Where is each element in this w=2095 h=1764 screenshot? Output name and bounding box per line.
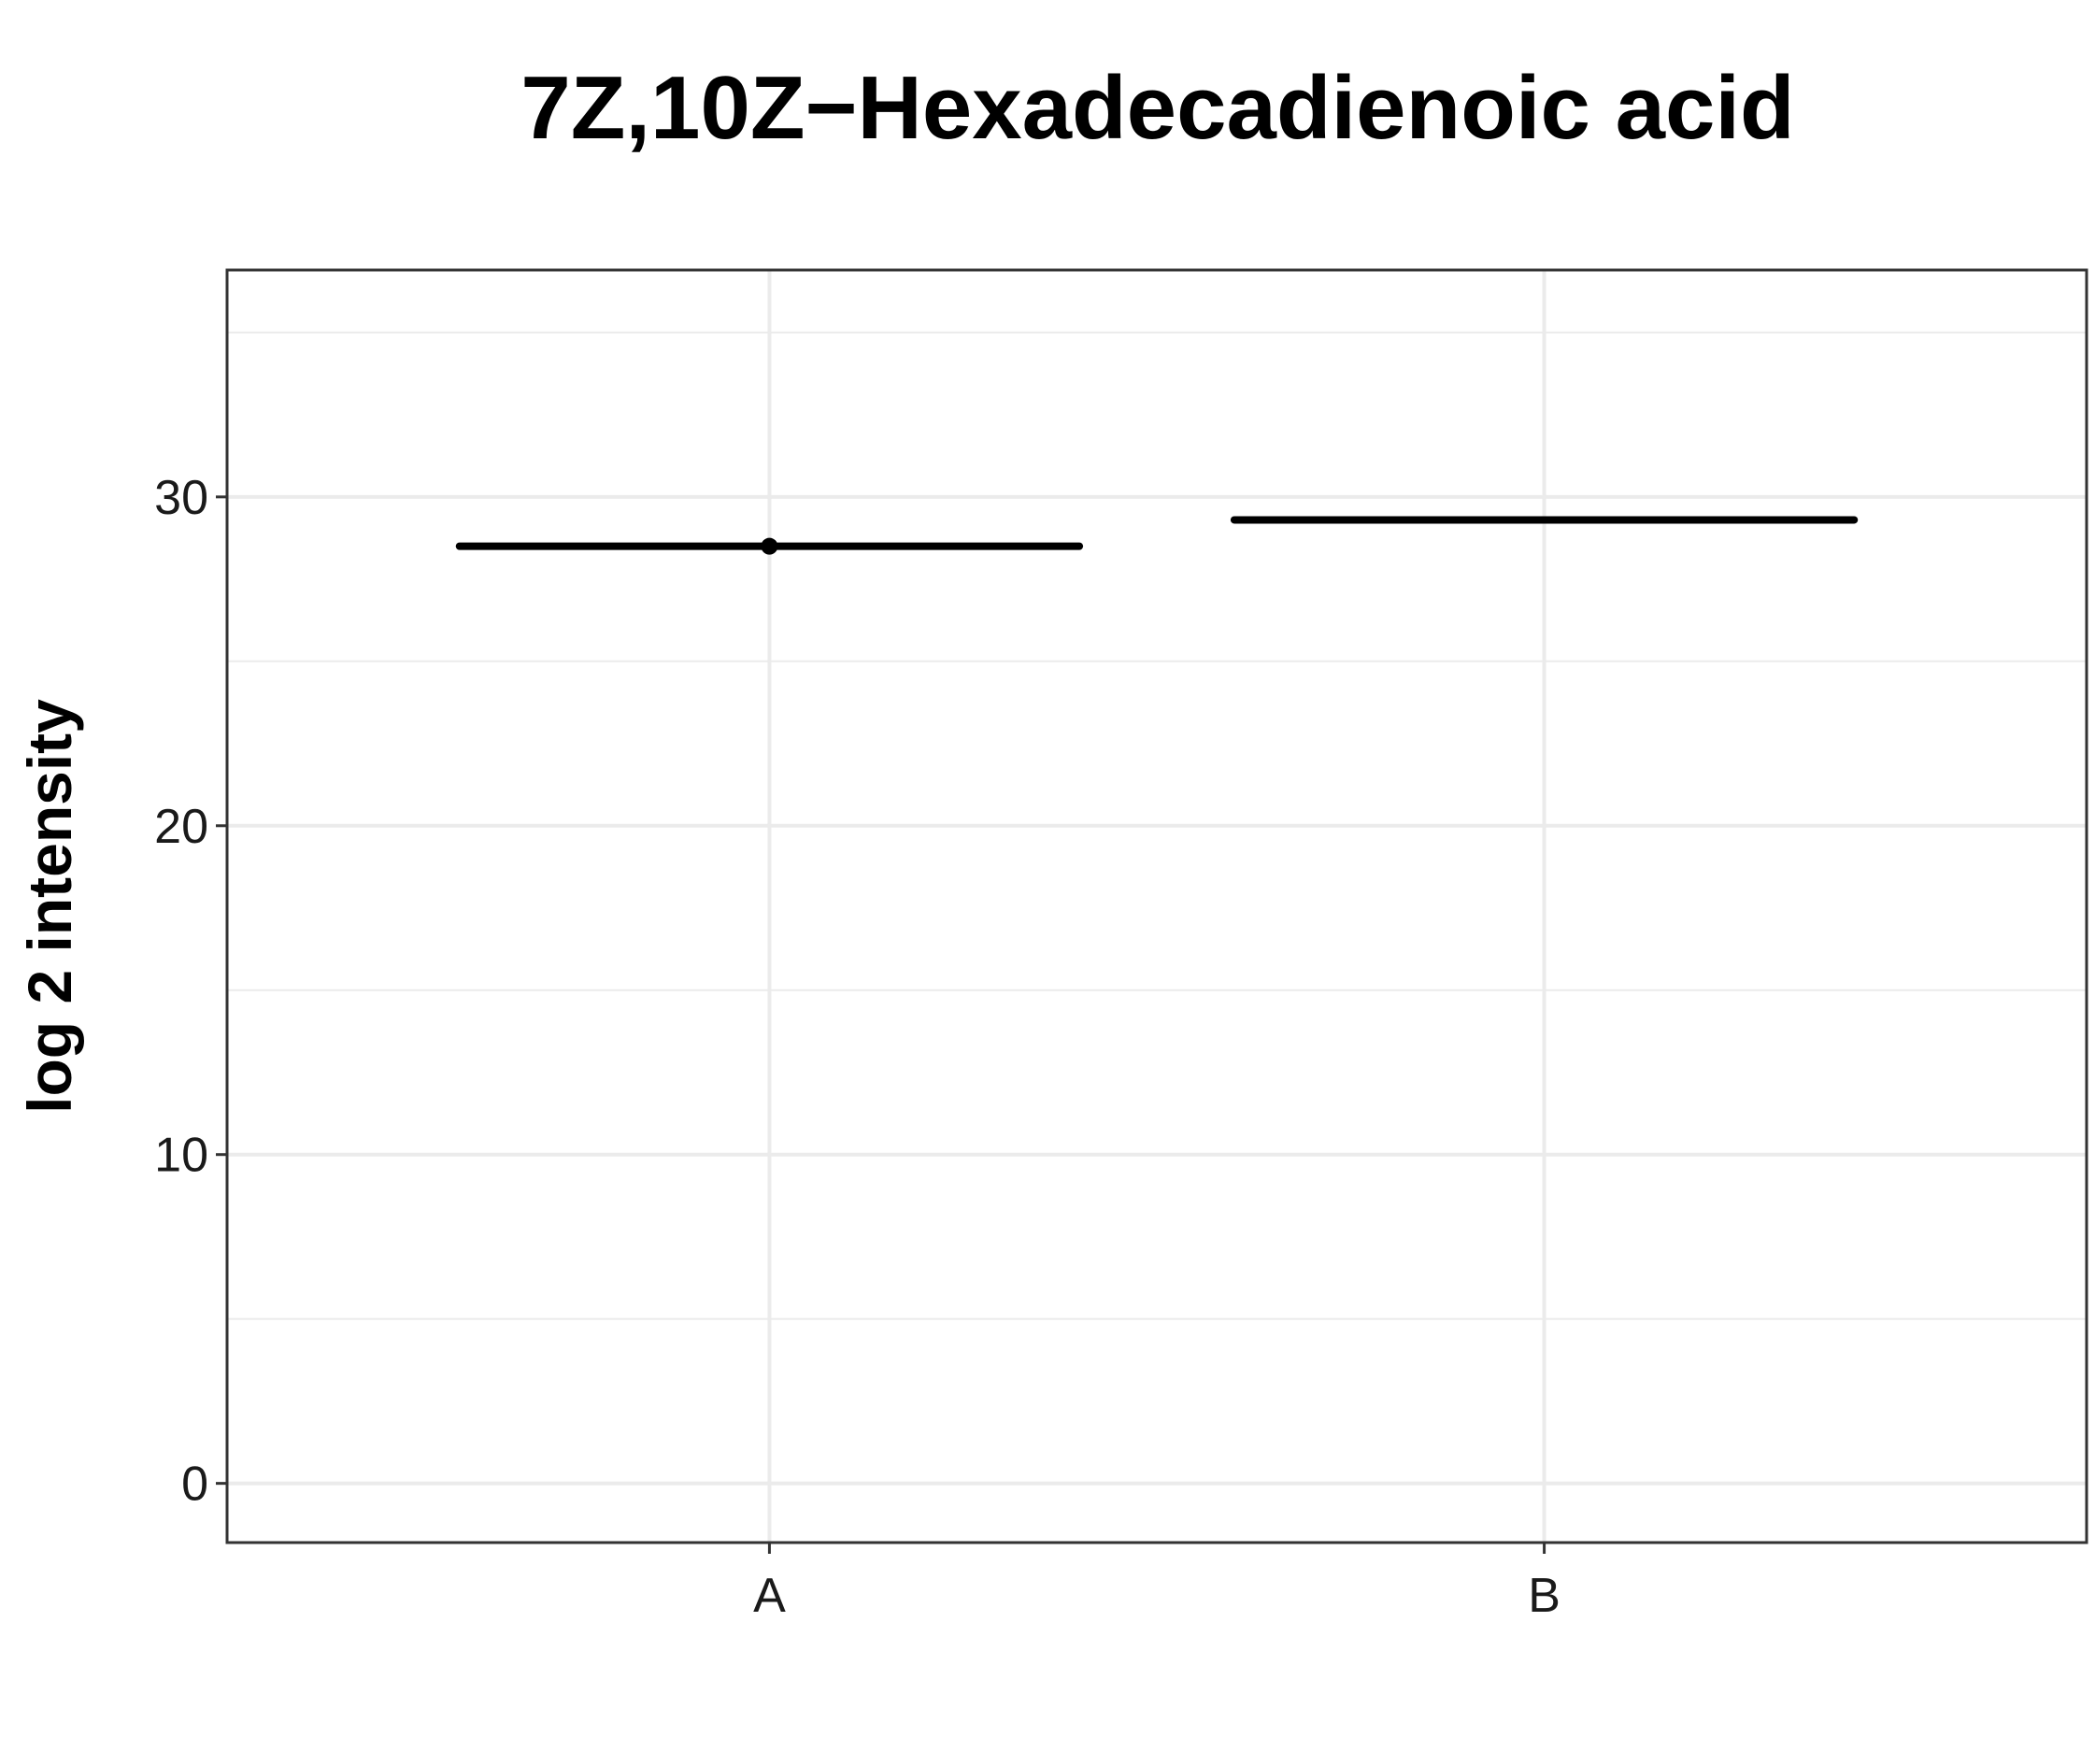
y-tick-label: 30 (154, 471, 208, 525)
grid-lines (227, 270, 2087, 1543)
y-tick-label: 20 (154, 800, 208, 854)
y-tick-label: 10 (154, 1129, 208, 1183)
chart-title: 7Z,10Z−Hexadecadienoic acid (520, 58, 1794, 158)
x-tick-label: B (1528, 1569, 1561, 1623)
data-point (761, 537, 778, 555)
axes: 0 10 20 30 A B (154, 471, 1561, 1623)
x-tick-label: A (753, 1569, 786, 1623)
data-marks (455, 516, 1859, 555)
plot-panel-border (225, 268, 2088, 1544)
y-axis-label: log 2 intensity (15, 699, 84, 1114)
y-tick-label: 0 (181, 1458, 208, 1512)
